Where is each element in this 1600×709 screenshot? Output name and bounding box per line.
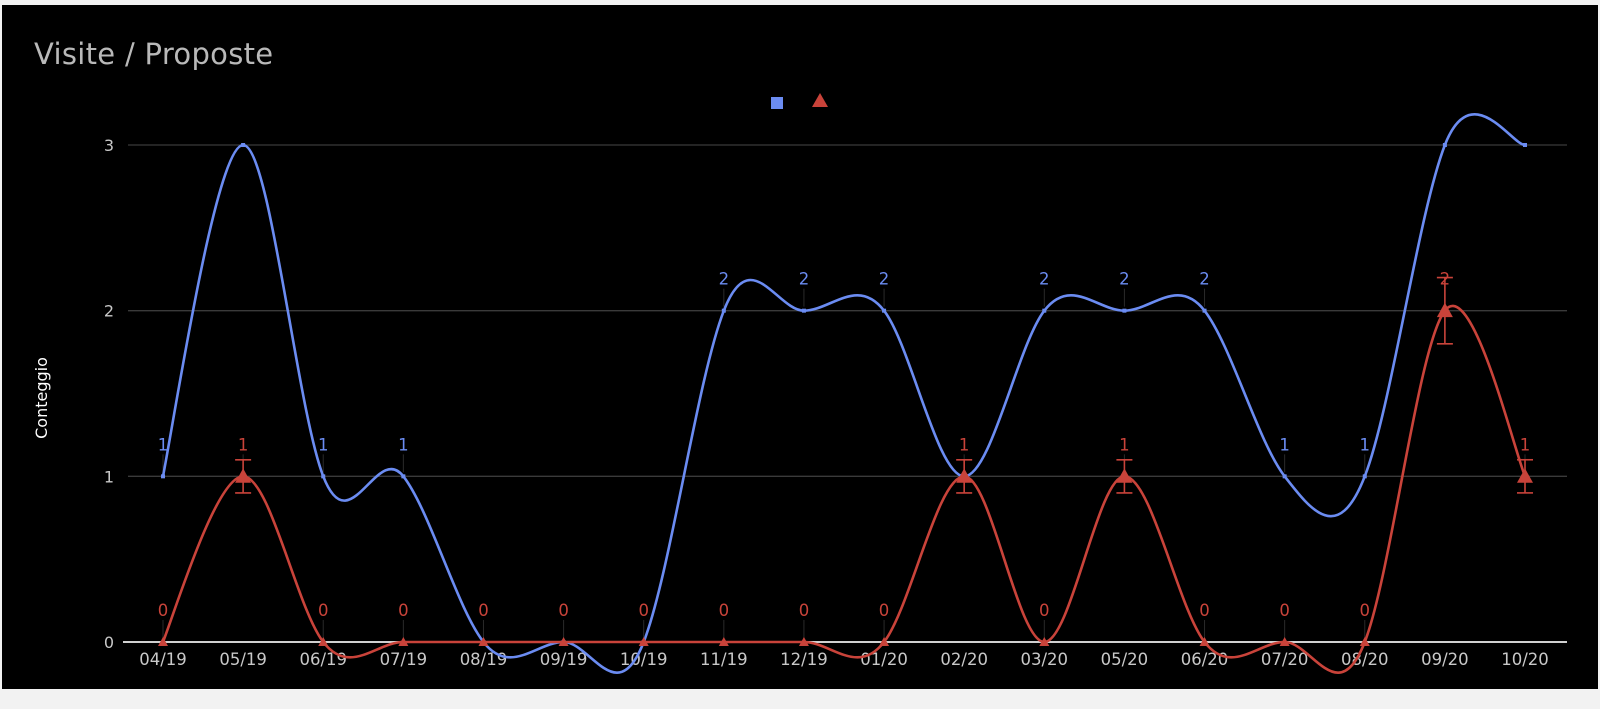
point-marker xyxy=(1362,474,1367,479)
data-label: 1 xyxy=(398,435,409,454)
point-marker xyxy=(1523,143,1527,147)
point-marker xyxy=(721,308,726,313)
point-marker xyxy=(638,637,649,646)
legend-square-icon[interactable] xyxy=(771,97,783,109)
data-label: 0 xyxy=(638,601,649,620)
data-label: 1 xyxy=(158,435,169,454)
data-label: 2 xyxy=(1199,270,1210,289)
point-marker xyxy=(1202,308,1207,313)
point-marker xyxy=(718,637,729,646)
point-marker xyxy=(401,474,406,479)
data-label: 0 xyxy=(1279,601,1290,620)
data-label: 0 xyxy=(1039,601,1050,620)
data-label: 0 xyxy=(1360,601,1371,620)
data-label: 0 xyxy=(398,601,409,620)
data-label: 1 xyxy=(959,435,970,454)
x-tick-label: 05/19 xyxy=(219,650,267,669)
point-marker xyxy=(318,637,329,646)
x-tick-label: 03/20 xyxy=(1021,650,1069,669)
point-marker xyxy=(1279,637,1290,646)
x-tick-label: 06/20 xyxy=(1181,650,1229,669)
point-marker xyxy=(801,308,806,313)
data-label: 1 xyxy=(318,435,329,454)
data-label: 0 xyxy=(879,601,890,620)
point-marker xyxy=(1282,474,1287,479)
point-marker xyxy=(1042,308,1047,313)
grid-lines xyxy=(128,144,1567,477)
data-label: 1 xyxy=(1520,435,1531,454)
point-marker xyxy=(879,637,890,646)
series-visite: 1 1 1 2 2 2 2 2 2 1 1 xyxy=(158,113,1527,674)
data-label: 0 xyxy=(478,601,489,620)
point-marker xyxy=(798,637,809,646)
point-marker xyxy=(882,308,887,313)
point-marker xyxy=(558,637,569,646)
point-marker xyxy=(398,637,409,646)
point-marker xyxy=(1116,468,1133,483)
data-label: 0 xyxy=(1199,601,1210,620)
x-tick-label: 01/20 xyxy=(860,650,908,669)
data-label: 0 xyxy=(799,601,810,620)
y-tick-label: 3 xyxy=(104,136,114,155)
x-tick-label: 08/20 xyxy=(1341,650,1389,669)
point-marker xyxy=(1039,637,1050,646)
series-line xyxy=(161,305,1527,674)
point-marker xyxy=(1122,308,1127,313)
x-tick-label: 06/19 xyxy=(299,650,347,669)
x-tick-label: 07/20 xyxy=(1261,650,1309,669)
axes: 0 1 2 3 04/19 05/19 06/19 07/19 08/19 09/19 10/19 1… xyxy=(104,136,1567,669)
point-marker xyxy=(1359,637,1370,646)
point-marker xyxy=(478,637,489,646)
point-marker xyxy=(241,143,246,147)
x-tick-label: 11/19 xyxy=(700,650,748,669)
data-label: 1 xyxy=(1279,435,1290,454)
legend-triangle-icon[interactable] xyxy=(812,93,828,107)
data-label: 0 xyxy=(318,601,329,620)
x-tick-label: 10/19 xyxy=(620,650,668,669)
point-marker xyxy=(956,468,973,483)
point-marker xyxy=(1517,468,1533,483)
point-marker xyxy=(321,474,326,479)
x-tick-label: 04/19 xyxy=(139,650,187,669)
data-label: 2 xyxy=(799,270,810,289)
point-marker xyxy=(1199,637,1210,646)
x-tick-label: 09/20 xyxy=(1421,650,1469,669)
data-label: 2 xyxy=(719,270,730,289)
point-marker xyxy=(161,474,165,479)
y-tick-label: 1 xyxy=(104,467,114,486)
point-marker xyxy=(158,637,168,646)
x-tick-label: 10/20 xyxy=(1501,650,1549,669)
x-tick-label: 02/20 xyxy=(940,650,988,669)
chart-panel: Visite / Proposte xyxy=(2,5,1598,689)
data-label: 0 xyxy=(558,601,569,620)
x-tick-label: 05/20 xyxy=(1101,650,1149,669)
series-proposte: 0 1 0 0 0 0 0 0 0 0 1 0 1 0 0 0 2 1 xyxy=(158,270,1533,674)
data-label: 2 xyxy=(879,270,890,289)
x-tick-label: 07/19 xyxy=(380,650,428,669)
y-tick-label: 0 xyxy=(104,633,114,652)
data-label: 2 xyxy=(1039,270,1050,289)
data-label: 2 xyxy=(1440,270,1451,289)
y-axis-label: Conteggio xyxy=(32,357,51,439)
x-tick-label: 12/19 xyxy=(780,650,828,669)
x-tick-label: 09/19 xyxy=(540,650,588,669)
y-tick-label: 2 xyxy=(104,302,114,321)
x-tick-label: 08/19 xyxy=(460,650,508,669)
legend[interactable] xyxy=(771,93,828,109)
point-marker xyxy=(1436,302,1453,318)
chart-title: Visite / Proposte xyxy=(34,37,274,71)
data-label: 1 xyxy=(1360,435,1371,454)
data-label: 2 xyxy=(1119,270,1130,289)
point-marker xyxy=(235,468,252,483)
series-line xyxy=(161,113,1526,674)
data-label: 0 xyxy=(719,601,730,620)
data-label: 0 xyxy=(158,601,169,620)
data-label: 1 xyxy=(1119,435,1130,454)
data-label: 1 xyxy=(238,435,249,454)
point-marker xyxy=(1442,143,1447,147)
